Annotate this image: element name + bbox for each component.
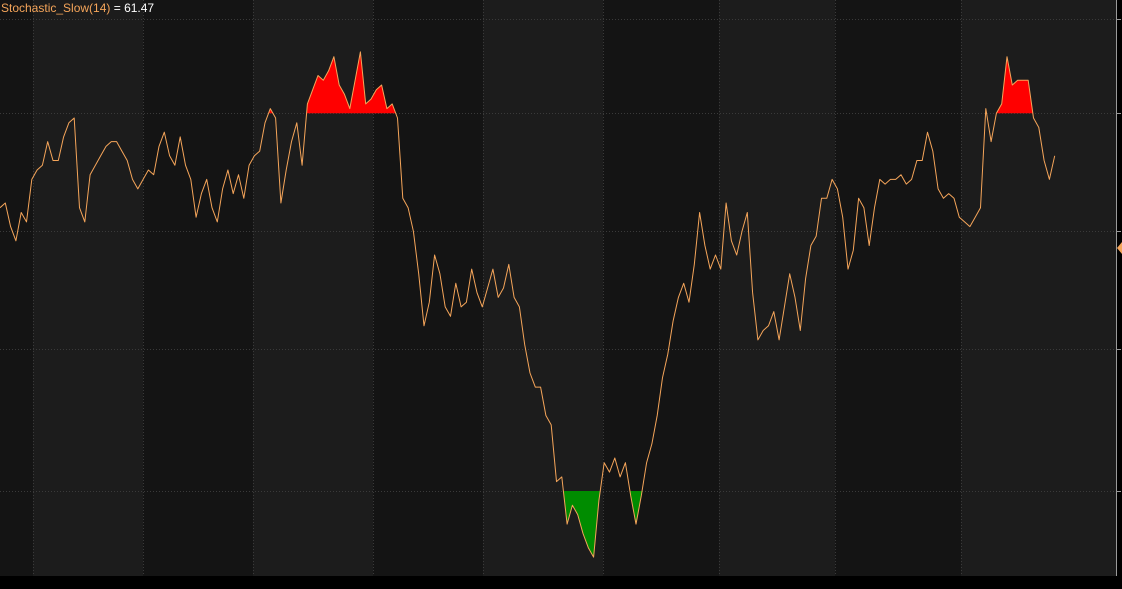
time-band: [835, 0, 961, 576]
overbought-fill: [306, 51, 396, 114]
oversold-fill: [563, 491, 601, 558]
stochastic-line-group: [0, 51, 1056, 558]
indicator-value: 61.47: [124, 1, 155, 15]
indicator-name: Stochastic_Slow(14): [1, 1, 111, 15]
indicator-legend: Stochastic_Slow(14) = 61.47: [1, 1, 154, 15]
time-band: [143, 0, 253, 576]
time-band: [0, 0, 33, 576]
time-bands: [0, 0, 1116, 576]
price-axis: [1116, 0, 1122, 576]
time-band: [483, 0, 603, 576]
time-band: [603, 0, 719, 576]
legend-equals: =: [110, 1, 125, 15]
oversold-fill: [629, 491, 643, 525]
time-band: [719, 0, 835, 576]
time-band: [373, 0, 483, 576]
current-value-marker: [1117, 242, 1122, 254]
time-band: [33, 0, 143, 576]
stochastic-line: [0, 51, 1056, 558]
time-band: [961, 0, 1116, 576]
